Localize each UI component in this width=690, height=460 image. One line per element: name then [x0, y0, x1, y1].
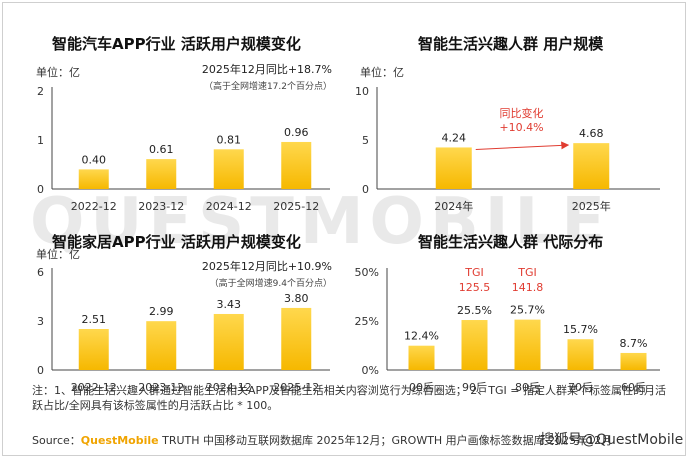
- unit-label: 单位：亿: [36, 247, 80, 261]
- data-label: 0.96: [284, 126, 309, 139]
- bar: [408, 345, 435, 370]
- credit-watermark: 搜狐号@QuestMobile: [540, 432, 684, 448]
- chart-title-home: 智能家居APP行业 活跃用户规模变化: [52, 233, 301, 251]
- x-tick-label: 2023-12: [138, 381, 184, 394]
- change-annotation: 同比变化: [500, 106, 544, 120]
- x-tick-label: 90后: [462, 381, 487, 394]
- y-tick-label: 50%: [355, 266, 379, 279]
- x-tick-label: 70后: [568, 381, 593, 394]
- data-label: 0.40: [82, 153, 107, 166]
- data-label: 0.81: [217, 133, 242, 146]
- y-tick-label: 0: [37, 183, 44, 196]
- data-label: 15.7%: [563, 323, 598, 336]
- data-label: 25.7%: [510, 304, 545, 317]
- x-tick-label: 00后: [409, 381, 434, 394]
- x-tick-label: 2022-12: [71, 381, 117, 394]
- x-tick-label: 2024-12: [206, 200, 252, 213]
- data-label: 3.43: [217, 298, 242, 311]
- change-arrow: [475, 141, 570, 150]
- y-tick-label: 10: [355, 85, 369, 98]
- data-label: 3.80: [284, 292, 309, 305]
- y-tick-label: 0: [37, 364, 44, 377]
- change-annotation-value: +10.4%: [499, 121, 543, 134]
- data-label: 2.99: [149, 305, 174, 318]
- footnote: 注：1、智能生活兴趣人群通过智能生活相关APP及智能生活相关内容浏览行为综合圈选…: [32, 384, 666, 412]
- unit-label: 单位：亿: [36, 65, 80, 79]
- bar: [461, 320, 488, 370]
- tgi-value: 125.5: [459, 281, 491, 294]
- x-tick-label: 2025-12: [273, 200, 319, 213]
- y-tick-label: 0: [362, 183, 369, 196]
- x-tick-label: 2024-12: [206, 381, 252, 394]
- source-prefix: Source：: [32, 434, 81, 447]
- bar: [213, 149, 244, 189]
- bar: [620, 352, 647, 370]
- data-label: 2.51: [82, 313, 107, 326]
- y-tick-label: 2: [37, 85, 44, 98]
- y-tick-label: 0%: [362, 364, 379, 377]
- chart-title-car: 智能汽车APP行业 活跃用户规模变化: [52, 35, 301, 53]
- bar: [281, 141, 312, 189]
- chart-title-generation: 智能生活兴趣人群 代际分布: [418, 233, 604, 251]
- bar: [435, 147, 472, 189]
- y-tick-label: 25%: [355, 315, 379, 328]
- x-tick-label: 60后: [621, 381, 646, 394]
- x-tick-label: 2024年: [434, 199, 473, 213]
- bar: [567, 339, 594, 370]
- bar: [146, 159, 177, 189]
- unit-label: 单位：亿: [360, 65, 404, 79]
- x-tick-label: 80后: [515, 381, 540, 394]
- watermark: QUESTMOBILE: [30, 185, 612, 259]
- bar: [78, 329, 109, 370]
- x-tick-label: 2023-12: [138, 200, 184, 213]
- figure-frame: [2, 2, 686, 456]
- source-text: TRUTH 中国移动互联网数据库 2025年12月；GROWTH 用户画像标签数…: [158, 434, 613, 447]
- y-tick-label: 5: [362, 134, 369, 147]
- chart-title-interest-scale: 智能生活兴趣人群 用户规模: [418, 35, 604, 53]
- data-label: 12.4%: [404, 330, 439, 343]
- bar: [281, 307, 312, 370]
- data-label: 4.68: [579, 127, 604, 140]
- bar: [146, 321, 177, 370]
- data-label: 4.24: [442, 131, 467, 144]
- x-tick-label: 2025-12: [273, 381, 319, 394]
- growth-annotation: 2025年12月同比+18.7%: [202, 62, 332, 76]
- bar: [213, 313, 244, 370]
- source-brand: QuestMobile: [80, 434, 159, 447]
- bar: [78, 169, 109, 189]
- growth-annotation: 2025年12月同比+10.9%: [202, 259, 332, 273]
- bar: [573, 143, 610, 189]
- x-tick-label: 2022-12: [71, 200, 117, 213]
- y-tick-label: 3: [37, 315, 44, 328]
- tgi-label: TGI: [517, 266, 537, 279]
- growth-annotation-note: （高于全网增速9.4个百分点）: [210, 277, 332, 289]
- bar: [514, 319, 541, 370]
- tgi-value: 141.8: [512, 281, 544, 294]
- source-line: Source：QuestMobile TRUTH 中国移动互联网数据库 2025…: [32, 432, 612, 448]
- data-label: 8.7%: [620, 337, 648, 350]
- x-tick-label: 2025年: [572, 199, 611, 213]
- y-tick-label: 1: [37, 134, 44, 147]
- data-label: 25.5%: [457, 304, 492, 317]
- data-label: 0.61: [149, 143, 174, 156]
- tgi-label: TGI: [464, 266, 484, 279]
- y-tick-label: 6: [37, 266, 44, 279]
- growth-annotation-note: （高于全网增速17.2个百分点）: [204, 80, 332, 92]
